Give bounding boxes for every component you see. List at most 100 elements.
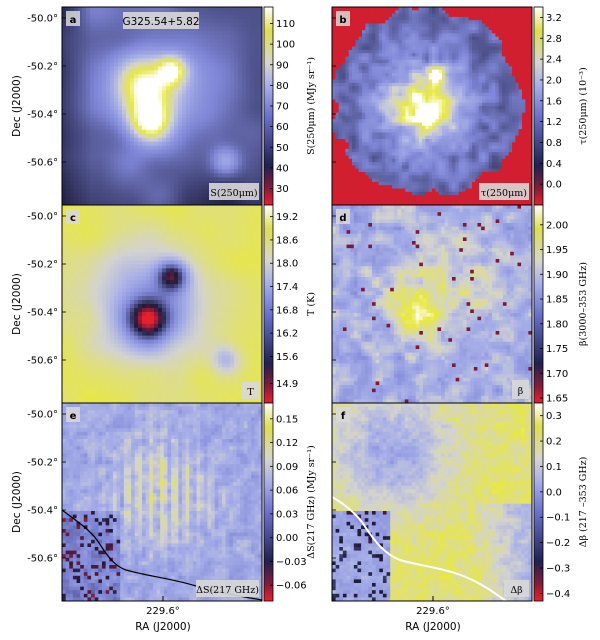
map-cell <box>418 92 423 97</box>
map-cell <box>498 115 503 120</box>
map-cell <box>488 92 493 97</box>
map-cell <box>198 82 203 87</box>
map-cell <box>146 185 151 190</box>
map-cell <box>518 112 523 117</box>
map-cell <box>492 69 496 74</box>
map-cell <box>94 54 99 60</box>
map-cell <box>362 82 366 87</box>
map-cell <box>395 89 400 94</box>
map-cell <box>70 129 75 135</box>
map-cell <box>362 122 366 127</box>
map-cell <box>154 109 159 115</box>
map-cell <box>82 18 87 24</box>
map-cell <box>74 149 79 155</box>
map-cell <box>250 30 255 36</box>
map-cell <box>438 135 443 140</box>
map-cell <box>502 56 506 61</box>
map-cell <box>198 34 203 40</box>
map-cell <box>442 129 446 133</box>
map-cell <box>368 59 373 64</box>
map-cell <box>505 20 510 25</box>
map-cell <box>218 177 223 182</box>
map-cell <box>94 133 99 139</box>
map-cell <box>368 66 373 71</box>
map-cell <box>186 189 191 194</box>
map-cell <box>178 169 183 174</box>
map-cell <box>502 46 506 51</box>
map-cell <box>465 86 470 91</box>
map-cell <box>465 7 470 11</box>
map-cell <box>475 99 480 104</box>
map-cell <box>468 92 473 97</box>
map-cell <box>210 94 215 99</box>
map-cell <box>210 70 215 75</box>
map-cell <box>445 33 450 38</box>
map-cell <box>488 10 493 15</box>
map-cell <box>348 139 353 143</box>
map-cell <box>166 66 171 71</box>
map-cell <box>362 40 366 44</box>
map-cell <box>522 129 526 133</box>
map-cell <box>210 177 215 182</box>
map-cell <box>254 133 259 139</box>
map-cell <box>230 50 235 56</box>
map-cell <box>222 7 227 12</box>
map-cell <box>230 165 235 170</box>
map-cell <box>502 20 506 25</box>
map-cell <box>442 76 446 81</box>
map-cell <box>130 125 135 131</box>
map-cell <box>206 42 211 48</box>
map-cell <box>472 135 476 140</box>
map-cell <box>230 82 235 87</box>
map-cell <box>342 79 346 84</box>
map-cell <box>90 34 95 40</box>
map-cell <box>122 145 127 151</box>
map-cell <box>432 86 436 91</box>
map-cell <box>154 74 159 79</box>
map-cell <box>78 94 83 99</box>
map-cell <box>408 26 413 31</box>
map-cell <box>74 201 79 205</box>
map-cell <box>198 78 203 83</box>
map-cell <box>254 102 259 107</box>
map-cell <box>110 141 115 147</box>
map-cell <box>106 54 111 60</box>
map-cell <box>442 43 446 48</box>
map-cell <box>458 86 463 91</box>
map-cell <box>202 58 207 64</box>
map-cell <box>405 66 410 71</box>
map-cell <box>395 10 400 15</box>
map-cell <box>355 109 360 114</box>
map-cell <box>382 129 386 133</box>
map-cell <box>482 135 486 140</box>
map-cell <box>102 117 107 123</box>
map-cell <box>258 22 262 28</box>
map-cell <box>250 165 255 170</box>
map-cell <box>372 63 376 67</box>
map-cell <box>512 56 516 61</box>
map-cell <box>206 109 211 115</box>
map-cell <box>98 197 103 202</box>
map-cell <box>86 74 91 79</box>
map-cell <box>468 139 473 143</box>
map-cell <box>130 90 135 95</box>
map-cell <box>202 106 207 111</box>
map-cell <box>162 181 167 186</box>
map-cell <box>505 102 510 107</box>
map-cell <box>452 7 456 11</box>
map-cell <box>70 94 75 99</box>
map-cell <box>238 137 243 143</box>
map-cell <box>475 135 480 140</box>
map-cell <box>458 125 463 130</box>
map-cell <box>528 43 532 48</box>
map-cell <box>372 53 376 58</box>
map-cell <box>114 86 119 91</box>
map-cell <box>392 132 396 137</box>
map-cell <box>515 125 520 130</box>
map-cell <box>218 62 223 67</box>
map-cell <box>398 122 403 127</box>
map-cell <box>482 63 486 67</box>
map-cell <box>126 70 131 75</box>
map-cell <box>355 10 360 15</box>
map-cell <box>402 10 406 15</box>
